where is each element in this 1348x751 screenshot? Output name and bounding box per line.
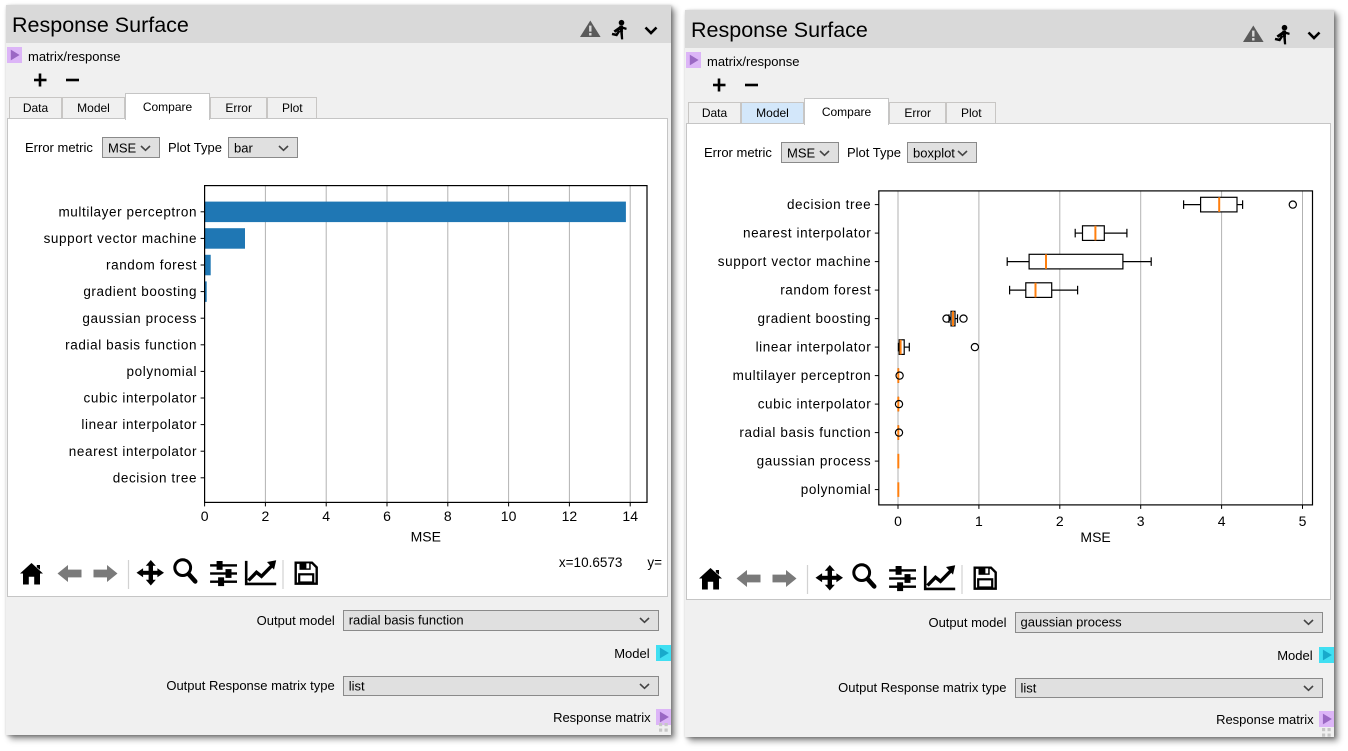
svg-text:decision tree: decision tree — [113, 470, 197, 485]
svg-text:random forest: random forest — [106, 258, 197, 273]
svg-text:MSE: MSE — [1080, 529, 1110, 545]
svg-text:0: 0 — [201, 508, 209, 524]
svg-text:multilayer perceptron: multilayer perceptron — [58, 204, 197, 219]
svg-text:random forest: random forest — [780, 283, 871, 298]
svg-text:gradient boosting: gradient boosting — [83, 284, 197, 299]
svg-text:linear interpolator: linear interpolator — [81, 417, 197, 432]
svg-text:12: 12 — [562, 508, 578, 524]
svg-text:2: 2 — [262, 508, 270, 524]
svg-text:cubic interpolator: cubic interpolator — [83, 391, 197, 406]
svg-text:polynomial: polynomial — [127, 364, 198, 379]
svg-text:support vector machine: support vector machine — [718, 254, 872, 269]
svg-text:cubic interpolator: cubic interpolator — [758, 397, 872, 412]
svg-text:0: 0 — [894, 513, 902, 529]
svg-text:8: 8 — [444, 508, 452, 524]
svg-text:10: 10 — [501, 508, 517, 524]
svg-text:nearest interpolator: nearest interpolator — [743, 226, 871, 241]
svg-text:decision tree: decision tree — [787, 197, 871, 212]
svg-text:4: 4 — [1218, 513, 1226, 529]
svg-text:MSE: MSE — [411, 528, 441, 544]
svg-text:nearest interpolator: nearest interpolator — [69, 444, 197, 459]
svg-text:5: 5 — [1299, 513, 1307, 529]
svg-text:polynomial: polynomial — [801, 482, 872, 497]
svg-text:multilayer perceptron: multilayer perceptron — [733, 368, 872, 383]
svg-text:linear interpolator: linear interpolator — [756, 340, 872, 355]
svg-text:gradient boosting: gradient boosting — [758, 311, 872, 326]
svg-text:3: 3 — [1137, 513, 1145, 529]
svg-text:1: 1 — [975, 513, 983, 529]
svg-text:4: 4 — [322, 508, 330, 524]
svg-text:gaussian process: gaussian process — [82, 311, 197, 326]
svg-text:gaussian process: gaussian process — [757, 454, 872, 469]
svg-text:support vector machine: support vector machine — [44, 231, 198, 246]
svg-text:6: 6 — [383, 508, 391, 524]
svg-text:14: 14 — [622, 508, 638, 524]
svg-text:radial basis function: radial basis function — [739, 425, 871, 440]
svg-text:2: 2 — [1056, 513, 1064, 529]
svg-text:radial basis function: radial basis function — [65, 337, 197, 352]
